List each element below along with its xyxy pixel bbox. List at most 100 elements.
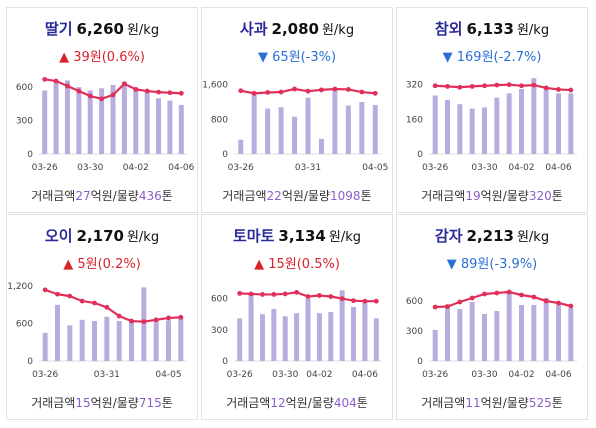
volume-bar: [166, 320, 171, 361]
x-tick-label: 03-26: [422, 163, 448, 173]
price-point: [271, 292, 277, 297]
volume-bar: [141, 287, 147, 361]
price-point: [519, 292, 524, 298]
volume-bar: [178, 317, 184, 361]
price-point: [260, 292, 265, 297]
price-point: [42, 76, 48, 82]
price-chart: 600 300 0 03-26 03-30 04-02 04-06: [211, 289, 382, 380]
trade-amount: 19: [465, 189, 481, 203]
item-name: 참외: [434, 20, 463, 38]
volume-bar: [67, 325, 73, 361]
volume-bar: [76, 87, 82, 154]
x-tick-label: 03-26: [32, 163, 58, 173]
volume-bar: [445, 305, 450, 361]
x-tick-label: 03-31: [295, 163, 321, 173]
volume-bar: [156, 98, 162, 154]
volume-bar: [53, 82, 59, 154]
price-point: [339, 296, 345, 301]
volume-bar: [482, 107, 487, 154]
price-card[interactable]: 딸기 6,260 원/kg ▲ 39원(0.6%) 거래금액27억원/물량436톤 600…: [6, 7, 198, 213]
price-point: [141, 319, 147, 325]
amount-suffix: 억원/물량: [90, 396, 139, 410]
x-tick-label: 03-26: [228, 163, 254, 173]
volume-bar: [519, 305, 524, 361]
price-point: [53, 78, 59, 84]
trade-amount: 22: [266, 189, 282, 203]
price-card[interactable]: 토마토 3,134 원/kg ▲ 15원(0.5%) 거래금액12억원/물량404톤 60…: [201, 214, 393, 420]
trade-summary: 거래금액19억원/물량320톤: [397, 187, 587, 204]
x-tick-label: 04-06: [545, 163, 571, 173]
amount-prefix: 거래금액: [222, 189, 267, 203]
amount-prefix: 거래금액: [421, 189, 466, 203]
change-value: 5원(0.2%): [77, 257, 141, 272]
price-point: [99, 96, 105, 102]
volume-bar: [238, 139, 244, 154]
x-tick-label: 03-26: [227, 370, 253, 380]
price-card[interactable]: 참외 6,133 원/kg ▼ 169원(-2.7%) 거래금액19억원/물량320톤 3…: [396, 7, 588, 213]
volume-bar: [457, 309, 463, 361]
price-point: [568, 303, 574, 309]
volume-bar: [494, 311, 500, 361]
price-point: [294, 289, 300, 295]
volume-bar: [359, 102, 365, 154]
change-value: 169원(-2.7%): [456, 50, 542, 65]
volume-bar: [55, 304, 60, 361]
item-name: 오이: [44, 227, 73, 245]
price-point: [519, 83, 524, 89]
price-point: [305, 88, 311, 94]
x-tick-label: 03-31: [94, 370, 120, 380]
y-tick-label: 1,200: [7, 282, 33, 292]
item-name: 토마토: [233, 227, 275, 245]
price-point: [482, 83, 487, 89]
y-tick-label: 0: [27, 150, 33, 160]
price-unit: 원/kg: [516, 230, 550, 245]
item-name: 감자: [434, 227, 463, 245]
volume-bar: [79, 319, 85, 361]
price-point: [104, 304, 110, 310]
volume-bar: [259, 314, 265, 361]
price-point: [129, 318, 134, 324]
price-card[interactable]: 오이 2,170 원/kg ▲ 5원(0.2%) 거래금액15억원/물량715톤 1,20…: [6, 214, 198, 420]
price-change: ▼ 89원(-3.9%): [397, 253, 587, 272]
x-tick-label: 04-06: [352, 370, 378, 380]
trade-summary: 거래금액15억원/물량715톤: [7, 394, 197, 411]
volume-bar: [153, 319, 159, 361]
amount-suffix: 억원/물량: [480, 189, 529, 203]
volume-bar: [432, 330, 438, 361]
x-tick-label: 04-05: [155, 370, 181, 380]
price-point: [556, 300, 561, 306]
price-point: [469, 295, 475, 301]
amount-suffix: 억원/물량: [281, 189, 331, 203]
price-point: [116, 313, 122, 319]
price-unit: 원/kg: [516, 23, 550, 38]
x-tick-label: 03-30: [272, 370, 298, 380]
volume-bar: [265, 108, 271, 154]
amount-suffix: 억원/물량: [285, 396, 334, 410]
y-tick-label: 600: [16, 83, 33, 93]
price-point: [238, 88, 244, 94]
volume-bar: [144, 91, 150, 154]
volume-bar: [92, 321, 97, 361]
volume-bar: [339, 290, 345, 361]
item-name: 사과: [239, 20, 268, 38]
volume-bar: [372, 105, 378, 154]
x-tick-label: 04-02: [508, 163, 534, 173]
volume-bar: [294, 313, 300, 361]
change-value: 39원(0.6%): [73, 50, 145, 65]
volume-bar: [328, 312, 334, 361]
price-card[interactable]: 감자 2,213 원/kg ▼ 89원(-3.9%) 거래금액11억원/물량525톤 60…: [396, 214, 588, 420]
price-point: [144, 88, 150, 94]
price-unit: 원/kg: [126, 23, 160, 38]
price-point: [506, 289, 512, 295]
change-arrow-icon: ▲: [59, 50, 70, 65]
volume-bar: [116, 321, 122, 361]
price-point: [292, 86, 297, 92]
price-point: [178, 90, 184, 96]
trade-volume: 1098: [330, 189, 361, 203]
y-tick-label: 1,600: [202, 81, 228, 91]
price-card[interactable]: 사과 2,080 원/kg ▼ 65원(-3%) 거래금액22억원/물량1098톤 1,6…: [201, 7, 393, 213]
amount-suffix: 억원/물량: [90, 189, 139, 203]
x-tick-label: 04-02: [306, 370, 332, 380]
volume-bar: [271, 309, 277, 361]
volume-bar: [494, 97, 500, 154]
